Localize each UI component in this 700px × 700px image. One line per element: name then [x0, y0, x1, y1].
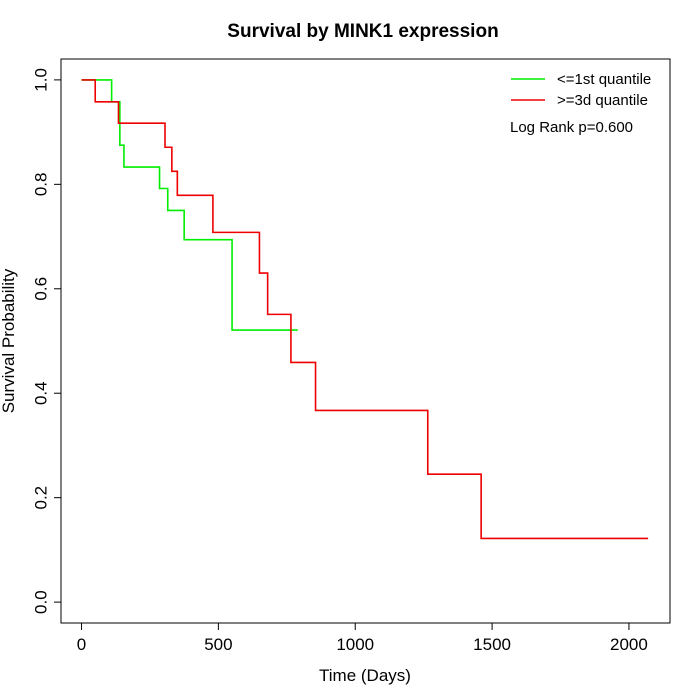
x-tick-label: 2000: [610, 635, 648, 654]
y-tick-label: 0.8: [32, 173, 51, 197]
y-tick-label: 0.6: [32, 277, 51, 301]
x-axis-label: Time (Days): [319, 666, 411, 685]
y-tick-label: 0.4: [32, 381, 51, 405]
y-tick-label: 0.0: [32, 590, 51, 614]
chart-title: Survival by MINK1 expression: [227, 21, 498, 42]
y-axis: 0.0 0.2 0.4 0.6 0.8 1.0: [32, 68, 62, 614]
series-layer: [81, 79, 649, 540]
series-line-1: [81, 79, 649, 540]
legend-label: <=1st quantile: [557, 71, 651, 88]
x-tick-label: 1000: [336, 635, 374, 654]
series-line-0: [81, 79, 298, 331]
legend-label: >=3d quantile: [557, 92, 648, 109]
x-tick-label: 0: [77, 635, 86, 654]
x-axis: 0 500 1000 1500 2000: [77, 622, 648, 654]
y-tick-label: 1.0: [32, 68, 51, 92]
y-axis-label: Survival Probability: [0, 268, 18, 413]
log-rank-annotation: Log Rank p=0.600: [510, 119, 633, 136]
x-tick-label: 500: [204, 635, 232, 654]
legend: <=1st quantile >=3d quantile: [511, 71, 651, 109]
x-tick-label: 1500: [473, 635, 511, 654]
y-tick-label: 0.2: [32, 486, 51, 510]
